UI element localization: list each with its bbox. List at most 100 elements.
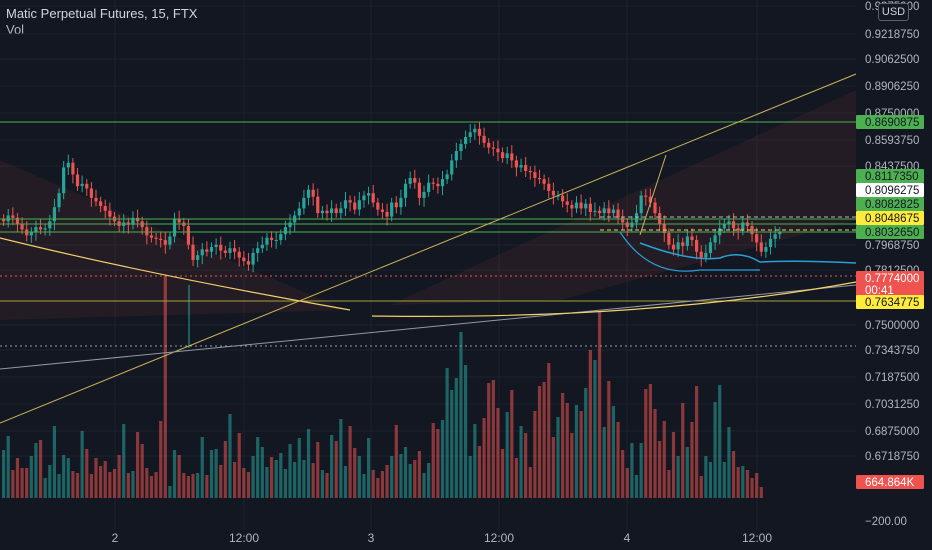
volume-bar bbox=[330, 435, 334, 498]
volume-bar bbox=[339, 419, 343, 498]
volume-bar bbox=[380, 471, 385, 498]
candle-body bbox=[667, 233, 671, 245]
candle-body bbox=[75, 174, 80, 187]
candle-body bbox=[658, 213, 662, 224]
y-tick-label: 0.7968750 bbox=[865, 240, 919, 252]
candle-body bbox=[366, 193, 371, 196]
volume-bar bbox=[25, 468, 29, 498]
x-tick-label: 2 bbox=[112, 531, 119, 545]
candle-body bbox=[773, 234, 777, 239]
candle-body bbox=[394, 202, 398, 208]
volume-bar bbox=[112, 469, 117, 498]
candle-body bbox=[334, 208, 338, 214]
y-tick-label: 0.7187500 bbox=[865, 372, 919, 384]
price-label: 0.8048675 bbox=[865, 213, 919, 225]
x-tick-label: 3 bbox=[368, 531, 375, 545]
volume-bar bbox=[699, 476, 703, 498]
candle-body bbox=[385, 211, 389, 217]
candle-body bbox=[223, 250, 227, 253]
y-tick-label: 0.9218750 bbox=[865, 29, 919, 41]
volume-bar bbox=[122, 424, 126, 498]
candle-body bbox=[690, 236, 694, 241]
candle-body bbox=[616, 209, 620, 218]
volume-bar bbox=[159, 421, 163, 498]
candle-body bbox=[228, 248, 232, 253]
price-label-bg bbox=[856, 183, 924, 197]
volume-bar bbox=[149, 476, 154, 498]
candle-body bbox=[316, 196, 320, 214]
candle-body bbox=[778, 231, 782, 235]
candle-body bbox=[371, 193, 375, 203]
volume-bar bbox=[644, 389, 648, 498]
candle-body bbox=[570, 204, 574, 209]
candle-body bbox=[2, 218, 6, 222]
candle-body bbox=[695, 240, 699, 252]
candle-body bbox=[403, 183, 408, 198]
y-tick-label: 0.7500000 bbox=[865, 320, 919, 332]
candle-body bbox=[473, 128, 477, 133]
candle-body bbox=[149, 235, 154, 238]
volume-bar bbox=[542, 382, 546, 498]
volume-bar bbox=[306, 429, 311, 498]
volume-bar bbox=[431, 423, 435, 498]
candle-body bbox=[209, 247, 214, 252]
volume-bar bbox=[279, 453, 283, 498]
candle-body bbox=[468, 132, 472, 137]
candle-body bbox=[505, 153, 509, 159]
candle-body bbox=[214, 244, 218, 248]
candle-body bbox=[584, 203, 588, 209]
candle-body bbox=[99, 201, 103, 207]
candle-body bbox=[260, 244, 264, 249]
candle-body bbox=[186, 225, 190, 245]
price-label-bg bbox=[856, 475, 924, 489]
volume-bar bbox=[653, 409, 657, 498]
volume-bar bbox=[131, 471, 135, 498]
volume-bar bbox=[246, 472, 251, 498]
volume-bar bbox=[417, 451, 421, 498]
candle-body bbox=[348, 200, 352, 203]
candle-body bbox=[62, 167, 66, 194]
volume-bar bbox=[413, 460, 417, 498]
volume-bar bbox=[736, 467, 740, 498]
candle-body bbox=[43, 228, 47, 230]
volume-bar bbox=[200, 437, 204, 498]
volume-bar bbox=[191, 474, 195, 498]
price-label-bg bbox=[856, 197, 924, 211]
x-tick-label: 12:00 bbox=[742, 531, 772, 545]
candle-body bbox=[196, 255, 200, 260]
y-tick-label: 0.8906250 bbox=[865, 81, 919, 93]
candle-body bbox=[731, 221, 736, 229]
volume-bar bbox=[722, 462, 726, 498]
currency-button[interactable]: USD bbox=[878, 3, 909, 21]
candle-body bbox=[477, 128, 482, 136]
volume-bar bbox=[607, 381, 611, 498]
volume-bar bbox=[214, 449, 218, 498]
price-label: 0.8082825 bbox=[865, 199, 919, 211]
price-label-bg bbox=[856, 115, 924, 129]
candle-body bbox=[279, 234, 283, 241]
volume-bar bbox=[616, 422, 620, 498]
volume-bar bbox=[34, 443, 38, 498]
candle-body bbox=[20, 223, 24, 230]
candle-body bbox=[487, 142, 491, 148]
candle-body bbox=[450, 160, 454, 175]
volume-bar bbox=[473, 424, 477, 498]
y-tick-label: 0.6718750 bbox=[865, 451, 919, 463]
volume-legend: Vol bbox=[6, 22, 25, 37]
candle-body bbox=[57, 193, 61, 208]
volume-bar bbox=[357, 456, 361, 498]
trend-line bbox=[0, 284, 857, 370]
candle-body bbox=[639, 195, 643, 214]
volume-bar bbox=[468, 456, 472, 498]
candle-body bbox=[256, 248, 260, 253]
candle-body bbox=[48, 221, 52, 229]
candle-body bbox=[621, 217, 625, 223]
volume-bar bbox=[288, 444, 292, 498]
volume-bar bbox=[708, 462, 713, 498]
candle-body bbox=[71, 162, 75, 175]
candle-body bbox=[524, 165, 528, 171]
candle-body bbox=[177, 218, 181, 223]
candle-body bbox=[399, 197, 403, 208]
price-label: 0.8096275 bbox=[865, 185, 919, 197]
